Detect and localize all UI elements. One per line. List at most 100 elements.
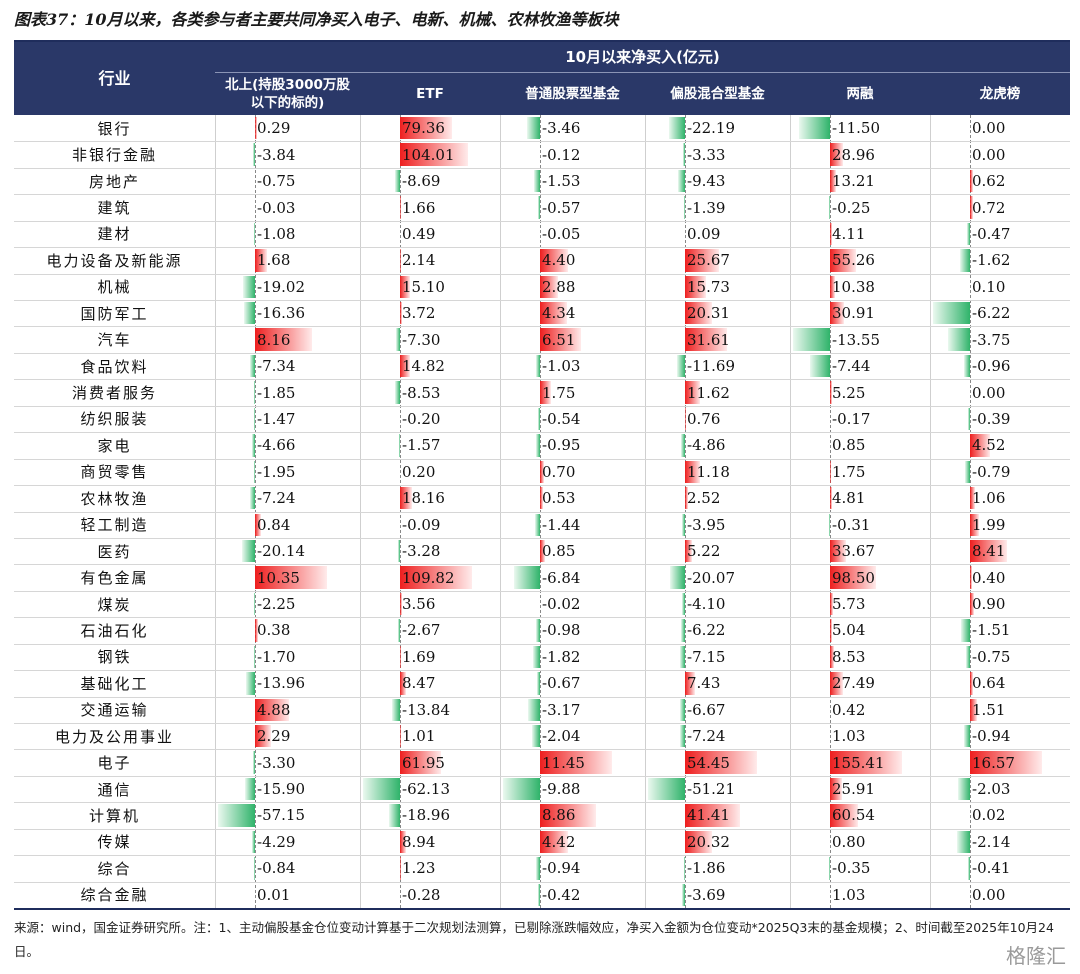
cell-value: -11.50 [832,119,881,138]
data-bar [394,169,400,193]
cell-value: -13.84 [402,700,451,719]
cell-value: -0.95 [542,436,581,455]
data-bar [253,645,255,669]
cell-value: -1.03 [542,357,581,376]
data-bar [255,724,271,748]
data-bar [400,196,402,219]
data-bar [400,724,401,748]
data-bar [254,407,255,431]
cell-value: -0.79 [972,462,1011,481]
cell-value: -1.39 [687,198,726,217]
cell-value: -3.69 [687,885,726,904]
cell-value: -4.10 [687,595,726,613]
data-bar [532,724,540,748]
industry-name: 家电 [97,436,132,455]
column-header: 北上(持股3000万股以下的标的) [225,77,350,111]
data-bar [255,328,312,351]
rule [14,40,1070,42]
cell-value: 0.49 [402,224,436,243]
data-bar [400,117,453,140]
cell-value: 13.21 [832,172,875,191]
row-line [14,670,1070,672]
cell-value: 30.91 [832,304,875,323]
cell-value: 15.73 [687,277,730,296]
data-bar [685,804,740,827]
cell-value: 8.53 [832,647,866,666]
data-bar [668,117,685,140]
column-header: ETF [416,86,444,102]
industry-name: 房地产 [88,172,140,191]
industry-name: 基础化工 [80,674,149,693]
data-bar [679,645,685,669]
cell-value: 1.75 [832,462,866,481]
data-bar [527,117,540,140]
data-bar [398,619,400,642]
cell-value: 60.54 [832,806,875,825]
cell-value: -1.62 [972,251,1011,270]
cell-value: 0.90 [972,595,1006,613]
data-bar [793,328,830,351]
row-line [14,617,1070,619]
data-bar [253,381,255,404]
cell-value: 20.31 [687,304,730,323]
cell-value: -1.82 [542,647,581,666]
cell-value: 3.72 [402,304,436,323]
cell-value: -0.75 [972,647,1011,666]
cell-value: -0.75 [257,172,296,191]
data-bar [244,302,255,325]
row-line [14,167,1070,169]
data-bar [683,196,685,219]
cell-value: 0.00 [972,119,1006,138]
cell-value: 41.41 [687,806,730,825]
row-line [14,749,1070,751]
data-bar [400,566,472,589]
data-bar [250,354,255,378]
cell-value: -4.29 [257,832,296,851]
industry-name: 食品饮料 [80,357,149,376]
industry-name: 医药 [97,542,132,561]
data-bar [400,302,403,325]
cell-value: -1.47 [257,409,296,428]
data-bar [967,407,970,431]
cell-value: 0.42 [832,700,866,719]
cell-value: 55.26 [832,251,875,270]
cell-value: 4.34 [542,304,576,323]
rule [215,72,1070,73]
cell-value: -22.19 [687,119,736,138]
data-bar [241,539,255,563]
data-bar [830,566,876,589]
cell-value: 10.38 [832,277,875,296]
data-bar [534,513,540,536]
cell-value: -0.02 [542,595,581,613]
row-line [14,485,1070,487]
data-bar [970,751,1042,774]
cell-value: 28.96 [832,145,875,164]
cell-value: 5.73 [832,595,866,613]
data-bar [540,302,568,325]
data-bar [255,619,258,642]
industry-name: 电力及公用事业 [54,727,174,746]
cell-value: 61.95 [402,753,445,772]
cell-value: -13.55 [832,330,881,349]
cell-value: 25.91 [832,780,875,799]
column-header: 两融 [846,86,874,102]
cell-value: 104.01 [402,145,455,164]
cell-value: -0.09 [402,515,441,534]
data-bar [681,434,685,457]
cell-value: 2.52 [687,489,721,508]
data-bar [514,566,540,589]
industry-name: 纺织服装 [80,410,149,429]
cell-value: -0.47 [972,224,1011,243]
data-bar [829,857,830,880]
data-bar [830,302,845,325]
data-bar [957,777,970,801]
cell-value: -1.08 [257,224,296,243]
data-bar [685,249,719,272]
data-bar [253,592,255,616]
cell-value: -0.17 [832,409,871,428]
industry-name: 建材 [97,225,132,244]
industry-name: 国防军工 [80,304,149,323]
data-bar [388,804,400,827]
cell-value: 0.85 [542,542,576,561]
